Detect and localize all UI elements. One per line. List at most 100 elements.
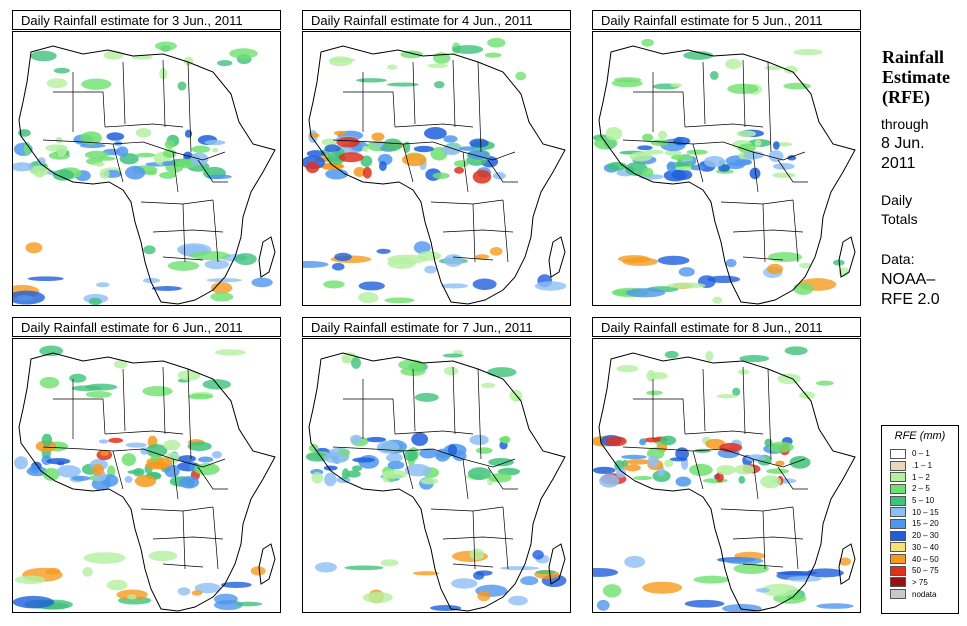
rain-cell <box>660 435 677 446</box>
rain-cell <box>382 138 403 152</box>
rain-cell <box>71 475 91 481</box>
rain-cell <box>380 559 399 567</box>
rain-cell <box>451 578 478 589</box>
country-border <box>212 199 219 263</box>
rain-cell <box>690 164 705 171</box>
africa-rainfall-map <box>12 338 281 613</box>
rain-cell <box>689 463 713 476</box>
side-through: through <box>881 116 929 132</box>
africa-rainfall-map <box>592 338 861 613</box>
rain-cell <box>459 146 476 151</box>
rain-cell <box>387 257 416 269</box>
country-border <box>104 430 184 435</box>
rain-cell <box>624 555 646 568</box>
madagascar-coastline <box>548 543 566 585</box>
rain-cell <box>194 582 221 594</box>
rain-cell <box>777 373 801 385</box>
rain-cell <box>355 78 387 83</box>
country-border <box>684 123 764 128</box>
rain-cell <box>204 259 230 270</box>
rain-cell <box>135 128 152 138</box>
rain-cell <box>806 568 844 578</box>
rain-cell <box>206 278 243 283</box>
rain-cell <box>432 172 450 179</box>
rain-cell <box>412 571 440 576</box>
legend-row: .1 – 1 <box>882 460 958 472</box>
country-border <box>452 366 456 435</box>
side-title: Rainfall Estimate (RFE) <box>882 47 950 107</box>
rain-cell <box>670 154 693 161</box>
country-border <box>720 506 794 512</box>
rain-cell <box>352 457 376 463</box>
country-border <box>142 141 226 161</box>
rain-cell <box>666 161 676 173</box>
rain-cell <box>13 595 55 609</box>
rain-cell <box>113 359 128 369</box>
map-canvas <box>13 41 276 305</box>
rain-cell <box>664 459 674 468</box>
rain-cell <box>376 440 400 454</box>
rain-cell <box>229 48 258 59</box>
rain-cell <box>666 282 706 289</box>
rain-cell <box>362 591 393 603</box>
legend-label: 30 – 40 <box>912 542 939 552</box>
rain-cell <box>783 65 798 74</box>
country-border <box>53 91 106 128</box>
rain-cell <box>211 451 222 459</box>
rain-cell <box>324 472 337 487</box>
rain-cell <box>81 78 112 90</box>
rain-cell <box>433 80 445 89</box>
legend-swatch <box>890 589 906 600</box>
rain-cell <box>46 78 68 89</box>
rain-cell <box>80 131 102 145</box>
legend-row: > 75 <box>882 577 958 589</box>
country-border <box>432 448 516 468</box>
country-border <box>452 59 456 128</box>
rain-cell <box>83 552 126 564</box>
side-date-line2: 2011 <box>881 155 916 172</box>
country-border <box>752 458 759 500</box>
country-border <box>742 256 784 261</box>
country-border <box>412 368 416 432</box>
rain-cell <box>749 167 761 180</box>
country-border <box>692 450 704 490</box>
country-border <box>152 536 224 540</box>
panel-title: Daily Rainfall estimate for 8 Jun., 2011 <box>592 317 861 337</box>
madagascar-coastline <box>838 543 856 585</box>
country-border <box>53 398 106 435</box>
rain-cell <box>736 130 757 138</box>
rain-cell <box>403 141 411 153</box>
rain-cell <box>92 464 105 476</box>
rain-cell <box>532 550 544 560</box>
rain-cell <box>754 139 762 147</box>
rain-cell <box>492 171 506 180</box>
rain-cell <box>602 584 622 598</box>
rain-cell <box>520 576 539 586</box>
rain-cell <box>617 255 651 263</box>
country-border <box>442 229 514 233</box>
country-border <box>162 563 204 568</box>
country-border <box>752 151 759 193</box>
rain-cell <box>309 133 320 138</box>
legend-row: nodata <box>882 588 958 600</box>
legend-row: 50 – 75 <box>882 565 958 577</box>
panel-title: Daily Rainfall estimate for 5 Jun., 2011 <box>592 10 861 30</box>
side-totals: Totals <box>881 211 918 227</box>
rain-cell <box>56 461 65 466</box>
rain-cell <box>250 566 266 576</box>
rain-cell <box>472 278 497 290</box>
rain-cell <box>469 138 489 148</box>
rain-cell <box>773 162 795 170</box>
rain-cell <box>341 356 351 364</box>
map-canvas <box>303 37 567 305</box>
country-border <box>702 61 706 125</box>
africa-coastline <box>18 45 276 305</box>
country-border <box>732 536 804 540</box>
country-border <box>182 203 186 263</box>
legend-swatch <box>890 472 906 483</box>
rain-cell <box>121 453 136 466</box>
legend-label: nodata <box>912 589 937 599</box>
rain-cell <box>678 267 695 277</box>
rain-cell <box>783 82 812 90</box>
rain-cell <box>319 163 344 170</box>
